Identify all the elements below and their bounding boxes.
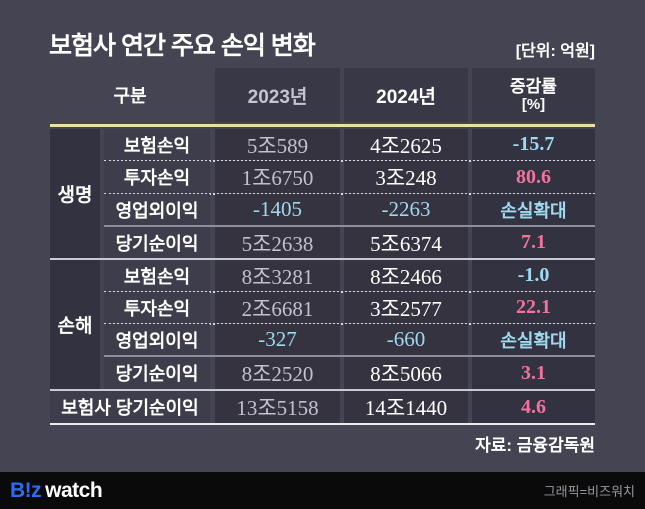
value-2023: 2조6681 [241, 296, 314, 321]
group-divider-line [50, 389, 595, 391]
value-2023: 5조2638 [241, 231, 314, 256]
table-row: 당기순이익 8조2520 8조5066 3.1 [0, 357, 645, 389]
row-divider-solid [104, 355, 595, 357]
value-2024: 4조2625 [370, 133, 442, 158]
table-row: 당기순이익 5조2638 5조6374 7.1 [0, 227, 645, 258]
table-row: 투자손익 1조6750 3조248 80.6 [0, 161, 645, 193]
header-accent-line [50, 124, 595, 127]
value-rate: 80.6 [516, 165, 551, 188]
row-label: 보험손익 [104, 129, 210, 160]
value-2024: -660 [386, 327, 426, 351]
bizwatch-logo: B!z watch [10, 478, 103, 503]
col-header-2023: 2023년 [215, 68, 340, 122]
table-header-row: 구분 2023년 2024년 증감률 [%] [0, 68, 645, 122]
value-rate: -15.7 [512, 133, 555, 155]
row-label: 당기순이익 [104, 227, 210, 258]
table-row: 보험손익 8조3281 8조2466 -1.0 [0, 260, 645, 291]
row-label: 투자손익 [104, 292, 210, 323]
value-rate: 손실확대 [500, 330, 567, 351]
value-rate: 22.1 [516, 296, 551, 318]
col-header-2024: 2024년 [344, 68, 468, 122]
table-total-row: 보험사 당기순이익 13조5158 14조1440 4.6 [0, 391, 645, 423]
value-2023: 8조3281 [241, 264, 314, 289]
row-label: 투자손익 [104, 161, 210, 193]
value-2023: -327 [258, 327, 297, 351]
value-rate: -1.0 [517, 264, 550, 286]
graphic-credit: 그래픽=비즈워치 [543, 484, 635, 499]
col-header-rate-line2: [%] [521, 96, 546, 114]
row-label: 보험손익 [104, 260, 210, 291]
value-2024: -2263 [381, 197, 431, 221]
logo-watch-text: watch [45, 478, 103, 502]
total-value-rate: 4.6 [521, 395, 546, 418]
value-2023: 5조589 [246, 133, 309, 158]
table-row: 투자손익 2조6681 3조2577 22.1 [0, 292, 645, 323]
row-label: 영업외이익 [104, 324, 210, 355]
table-bottom-line [50, 423, 595, 425]
row-divider-solid [104, 225, 595, 227]
footer-bar: B!z watch 그래픽=비즈워치 [0, 472, 645, 509]
table-row: 보험손익 5조589 4조2625 -15.7 [0, 129, 645, 160]
value-rate: 손실확대 [500, 200, 567, 221]
total-row-label: 보험사 당기순이익 [50, 391, 210, 423]
row-label: 당기순이익 [104, 357, 210, 389]
table-row: 영업외이익 -1405 -2263 손실확대 [0, 194, 645, 225]
logo-biz-text: B!z [10, 478, 42, 502]
col-header-rate-line1: 증감률 [510, 76, 557, 96]
row-label: 영업외이익 [104, 194, 210, 225]
group-label-life: 생명 [50, 129, 100, 258]
value-rate: 7.1 [521, 231, 546, 253]
col-header-category: 구분 [113, 86, 147, 106]
value-2024: 3조248 [375, 166, 437, 190]
total-value-2023: 13조5158 [236, 396, 319, 420]
value-rate: 3.1 [521, 361, 546, 384]
page-title: 보험사 연간 주요 손익 변화 [49, 32, 316, 60]
table-row: 영업외이익 -327 -660 손실확대 [0, 324, 645, 355]
col-header-rate: 증감률 [%] [472, 68, 595, 122]
value-2024: 3조2577 [370, 296, 442, 321]
group-label-nonlife: 손해 [50, 260, 100, 389]
unit-label: [단위: 억원] [515, 43, 595, 60]
value-2023: -1405 [253, 197, 302, 221]
value-2024: 5조6374 [370, 231, 442, 256]
value-2023: 8조2520 [241, 362, 314, 386]
value-2024: 8조5066 [370, 362, 442, 386]
source-credit: 자료: 금융감독원 [475, 436, 595, 455]
value-2024: 8조2466 [370, 264, 442, 289]
group-divider-line [50, 258, 595, 260]
value-2023: 1조6750 [241, 166, 314, 190]
total-value-2024: 14조1440 [364, 396, 448, 420]
